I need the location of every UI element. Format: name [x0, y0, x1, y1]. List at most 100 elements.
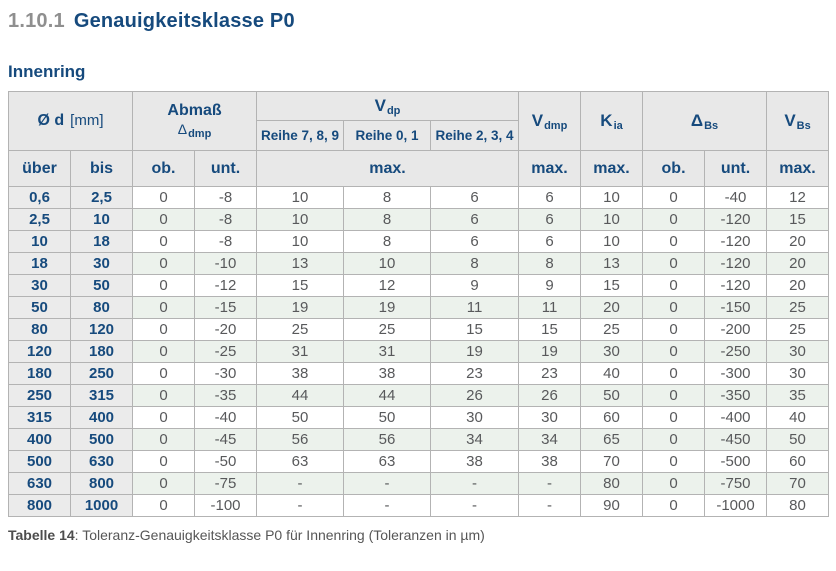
vdmp-main: V	[531, 110, 544, 130]
cell-ueber: 800	[8, 494, 71, 517]
cell-vdp-reihe789: 50	[256, 406, 345, 429]
col-header-vdmp: Vdmp	[518, 91, 582, 151]
cell-kia: 40	[580, 362, 644, 385]
cell-abmass-ob: 0	[132, 428, 195, 451]
cell-vbs: 70	[766, 472, 830, 495]
cell-dbs-unt: -120	[704, 208, 768, 231]
cell-vbs: 20	[766, 274, 830, 297]
cell-vbs: 20	[766, 230, 830, 253]
cell-abmass-unt: -40	[193, 406, 258, 429]
cell-vdp-reihe01: 10	[343, 252, 432, 275]
caption-label: Tabelle 14	[8, 527, 75, 543]
cell-abmass-unt: -20	[193, 318, 258, 341]
vdmp-subscript: dmp	[544, 119, 568, 132]
cell-ueber: 120	[8, 340, 71, 363]
cell-bis: 18	[70, 230, 133, 253]
col-header-reihe-234: Reihe 2, 3, 4	[430, 120, 520, 151]
cell-kia: 80	[580, 472, 644, 495]
cell-ueber: 10	[8, 230, 71, 253]
cell-dbs-unt: -250	[704, 340, 768, 363]
cell-dbs-unt: -400	[704, 406, 768, 429]
subheader-abmass-unt: unt.	[193, 150, 258, 187]
cell-bis: 250	[70, 362, 133, 385]
cell-abmass-ob: 0	[132, 362, 195, 385]
cell-vdp-reihe789: 13	[256, 252, 345, 275]
cell-bis: 315	[70, 384, 133, 407]
cell-bis: 80	[70, 296, 133, 319]
col-header-reihe-789: Reihe 7, 8, 9	[256, 120, 345, 151]
cell-kia: 90	[580, 494, 644, 517]
col-header-reihe-01: Reihe 0, 1	[343, 120, 432, 151]
cell-bis: 10	[70, 208, 133, 231]
cell-abmass-ob: 0	[132, 384, 195, 407]
cell-vbs: 12	[766, 186, 830, 209]
cell-dbs-unt: -450	[704, 428, 768, 451]
cell-vdmp: 38	[518, 450, 582, 473]
cell-ueber: 250	[8, 384, 71, 407]
cell-kia: 13	[580, 252, 644, 275]
cell-vdp-reihe234: 6	[430, 208, 520, 231]
cell-kia: 10	[580, 208, 644, 231]
cell-vdp-reihe789: 31	[256, 340, 345, 363]
cell-vdp-reihe789: 10	[256, 230, 345, 253]
page-title: 1.10.1 Genauigkeitsklasse P0	[8, 10, 828, 33]
cell-dbs-unt: -200	[704, 318, 768, 341]
cell-vdp-reihe234: 38	[430, 450, 520, 473]
kia-subscript: ia	[613, 119, 623, 132]
table-row: 120 180 0 -25 31 31 19 19 30 0 -250 30	[8, 340, 830, 363]
cell-vdp-reihe789: 15	[256, 274, 345, 297]
cell-bis: 500	[70, 428, 133, 451]
table-row: 800 1000 0 -100 - - - - 90 0 -1000 80	[8, 494, 830, 517]
cell-vdp-reihe789: -	[256, 472, 345, 495]
cell-abmass-ob: 0	[132, 230, 195, 253]
cell-dbs-unt: -350	[704, 384, 768, 407]
cell-vbs: 30	[766, 362, 830, 385]
section-title: Genauigkeitsklasse P0	[73, 10, 295, 32]
subheader-dbs-unt: unt.	[704, 150, 768, 187]
cell-ueber: 0,6	[8, 186, 71, 209]
cell-bis: 1000	[70, 494, 133, 517]
cell-vdp-reihe789: 56	[256, 428, 345, 451]
cell-vdmp: 9	[518, 274, 582, 297]
table-subtitle: Innenring	[8, 62, 86, 81]
cell-abmass-unt: -75	[193, 472, 258, 495]
cell-kia: 15	[580, 274, 644, 297]
cell-vdp-reihe234: -	[430, 494, 520, 517]
cell-ueber: 500	[8, 450, 71, 473]
vbs-subscript: Bs	[796, 119, 811, 132]
cell-dbs-unt: -500	[704, 450, 768, 473]
vdp-subscript: dp	[386, 104, 401, 117]
cell-abmass-ob: 0	[132, 274, 195, 297]
cell-dbs-ob: 0	[642, 428, 706, 451]
table-row: 30 50 0 -12 15 12 9 9 15 0 -120 20	[8, 274, 830, 297]
diameter-unit: [mm]	[70, 112, 104, 129]
cell-abmass-ob: 0	[132, 252, 195, 275]
cell-bis: 2,5	[70, 186, 133, 209]
cell-vdmp: 30	[518, 406, 582, 429]
cell-vbs: 80	[766, 494, 830, 517]
cell-vdp-reihe234: 6	[430, 230, 520, 253]
cell-ueber: 50	[8, 296, 71, 319]
dbs-main: Δ	[690, 110, 704, 130]
subheader-vdmp-max: max.	[518, 150, 582, 187]
cell-abmass-ob: 0	[132, 406, 195, 429]
col-header-abmass: Abmaß Δdmp	[131, 91, 258, 151]
cell-bis: 400	[70, 406, 133, 429]
header-label-row: über bis ob. unt. max. max. max. ob. unt…	[8, 150, 830, 187]
cell-abmass-ob: 0	[132, 494, 195, 517]
table-row: 315 400 0 -40 50 50 30 30 60 0 -400 40	[8, 406, 830, 429]
cell-bis: 50	[70, 274, 133, 297]
cell-kia: 10	[580, 186, 644, 209]
cell-vdp-reihe234: 30	[430, 406, 520, 429]
cell-vdp-reihe789: 10	[256, 208, 345, 231]
cell-dbs-ob: 0	[642, 494, 706, 517]
cell-bis: 120	[70, 318, 133, 341]
cell-vdp-reihe01: 25	[343, 318, 432, 341]
cell-kia: 50	[580, 384, 644, 407]
cell-abmass-ob: 0	[132, 186, 195, 209]
cell-dbs-unt: -120	[704, 230, 768, 253]
subheader-ueber: über	[8, 150, 71, 187]
cell-vdmp: 23	[518, 362, 582, 385]
subheader-kia-max: max.	[580, 150, 644, 187]
cell-vdp-reihe789: 19	[256, 296, 345, 319]
